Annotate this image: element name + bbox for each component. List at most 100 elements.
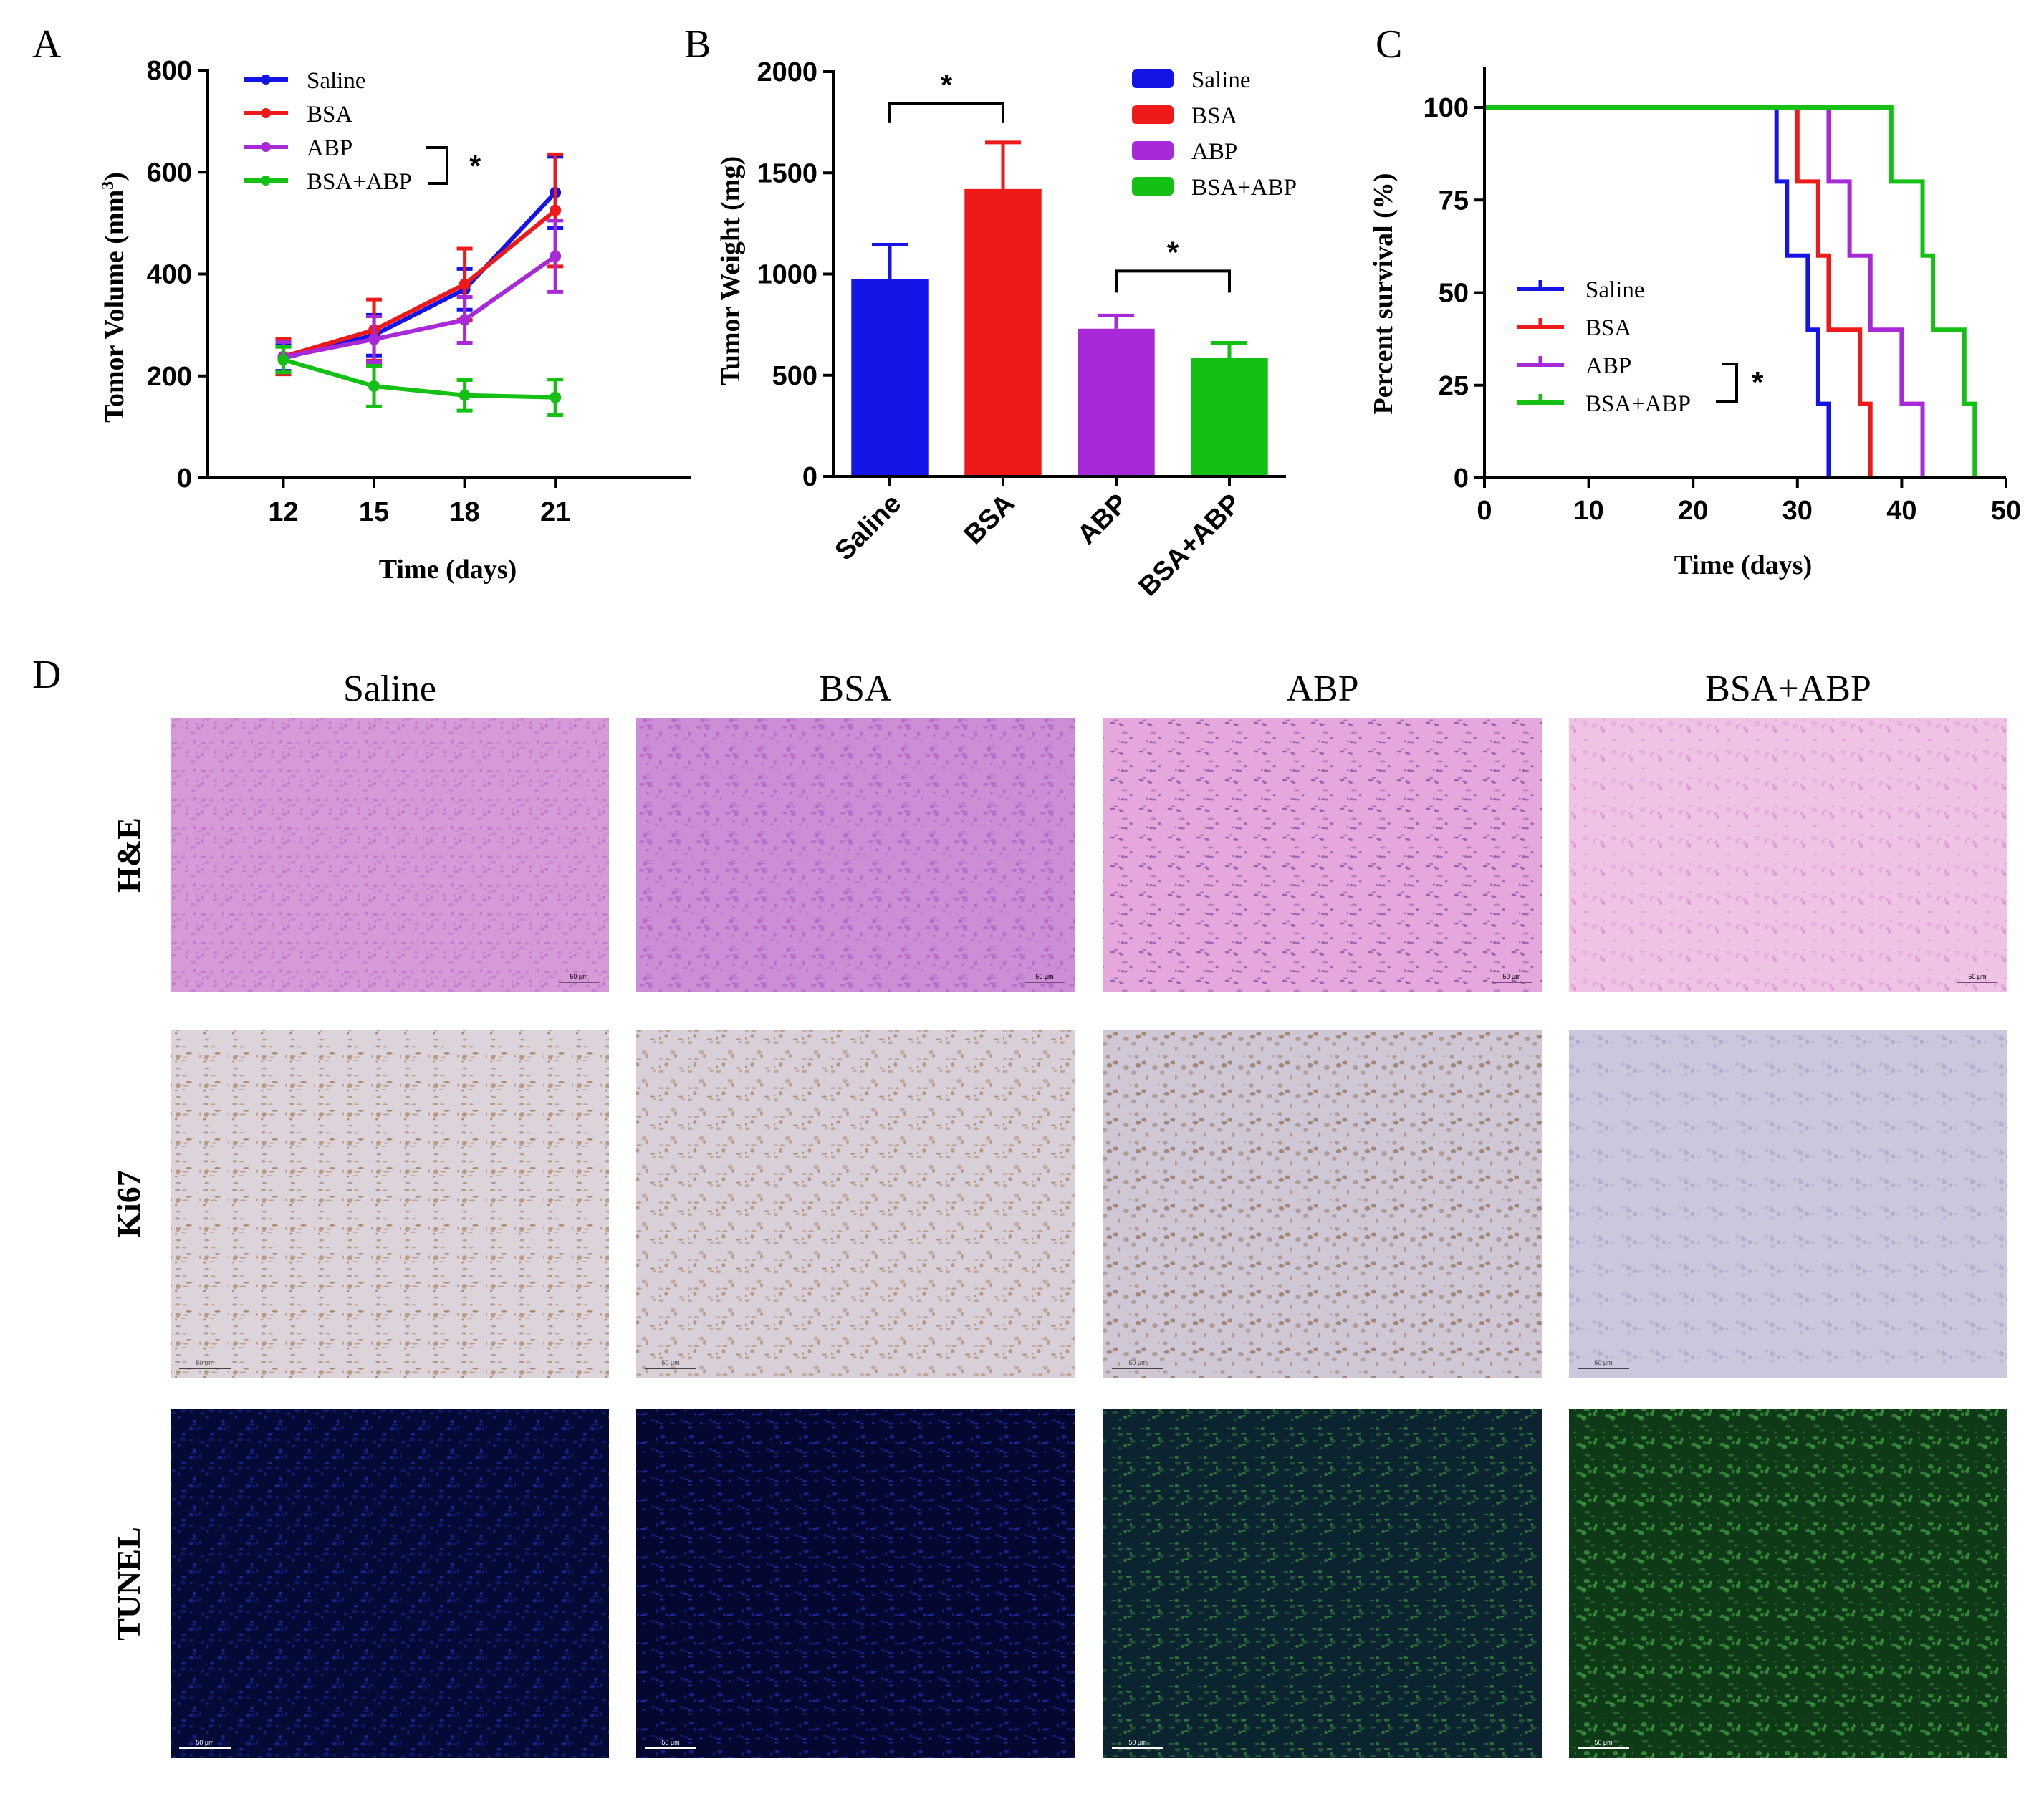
panel-d-image-tint: [636, 1030, 1075, 1378]
panel-a-plot: 0 200 400 600 800 12 15 18 21: [147, 56, 691, 527]
panel-b-legend-swatch-bsa: [1132, 105, 1174, 124]
panel-a-point-bsa: [550, 204, 562, 216]
panel-c-survival-curve-saline: [1484, 105, 1831, 478]
panel-c-legend-label-abp: ABP: [1585, 353, 1631, 379]
panel-d-image-tunel-bsa-plus-abp: 50 μm: [1569, 1409, 2007, 1758]
panel-d-image-texture: [636, 1030, 1075, 1378]
panel-d-image-texture: [1569, 1030, 2007, 1378]
panel-c-plot: 0 25 50 75 100 0 10 20 30 40 50: [1424, 67, 2021, 526]
panel-b-x-tick-label-abp: ABP: [1072, 489, 1133, 550]
panel-a-legend-label-abp: ABP: [307, 135, 352, 161]
panel-d-image-hande-bsa-plus-abp: 50 μm: [1569, 718, 2007, 992]
panel-d-image-texture: [1103, 1409, 1542, 1758]
panel-b-legend-label-bsa: BSA: [1191, 103, 1237, 129]
panel-d-image-texture: [1569, 718, 2007, 992]
panel-b-legend-label-bsa-plus-abp: BSA+ABP: [1191, 175, 1297, 201]
panel-c-y-tick-label: 100: [1424, 93, 1469, 123]
panel-d-scale-bar-label: 50 μm: [1594, 1359, 1612, 1366]
panel-c-label: C: [1376, 22, 1402, 67]
panel-d-image-tint: [1103, 1409, 1542, 1758]
panel-a-x-tick-label: 18: [449, 497, 479, 527]
panel-b-bar-saline: [851, 279, 929, 476]
panel-c-survival-curve-bsa-plus-abp: [1484, 105, 1977, 478]
panel-a-legend-marker-abp: [261, 142, 271, 152]
panel-d-image-tint: [636, 1409, 1075, 1758]
panel-d-image-tint: [171, 1409, 609, 1758]
panel-a-series-line-bsa-plus-abp: [282, 358, 556, 400]
panel-c-legend-label-saline: Saline: [1585, 277, 1644, 303]
panel-b-bar-bsa: [964, 188, 1042, 476]
panel-d-row-title-tunel: TUNEL: [110, 1527, 147, 1640]
panel-b: B Tumor Weight (mg) Saline BSA ABP BSA+ABP 0…: [684, 22, 1297, 603]
panel-b-y-tick-label: 1500: [757, 158, 817, 188]
panel-b-significance-bracket: [1115, 269, 1231, 293]
panel-a-legend-label-bsa: BSA: [307, 102, 352, 128]
panel-a-y-tick-label: 600: [147, 158, 192, 188]
panel-c-x-tick-label: 50: [1991, 496, 2021, 526]
panel-d-image-tunel-abp: 50 μm: [1103, 1409, 1542, 1758]
panel-d-row-title-hande: H&E: [110, 817, 147, 893]
panel-b-x-tick-label-saline: Saline: [830, 489, 908, 567]
panel-d-label: D: [32, 653, 61, 697]
panel-a-y-axis-title-sup: 3: [99, 181, 117, 190]
panel-a-y-tick-label: 0: [177, 464, 192, 494]
panel-a-point-bsa: [459, 278, 471, 290]
panel-d-image-tint: [1569, 1030, 2007, 1378]
panel-d-scale-bar-label: 50 μm: [1594, 1739, 1612, 1746]
panel-b-x-tick-label-bsa: BSA: [959, 489, 1020, 550]
panel-a-y-axis-title: Tomor Volume (mm3): [99, 172, 130, 423]
panel-d: D Saline BSA ABP BSA+ABP H&E Ki67 TUNEL 50 μm 50…: [32, 653, 2007, 1758]
panel-a-series-line-abp: [282, 254, 557, 360]
panel-a-series-line-saline: [282, 191, 557, 360]
panel-a-label: A: [32, 22, 62, 67]
panel-b-y-tick-label: 500: [772, 361, 817, 391]
panel-b-legend-swatch-saline: [1132, 69, 1174, 88]
panel-b-y-tick-label: 1000: [757, 260, 817, 290]
panel-a-point-abp: [550, 250, 562, 262]
panel-d-image-texture: [1569, 1409, 2007, 1758]
panel-c-y-tick-label: 0: [1454, 464, 1469, 494]
panel-d-image-ki67-abp: 50 μm: [1103, 1030, 1542, 1378]
panel-d-scale-bar-label: 50 μm: [1128, 1739, 1146, 1746]
panel-c-survival-curve-bsa: [1484, 105, 1873, 478]
panel-d-row-title-ki67: Ki67: [110, 1170, 147, 1238]
panel-a-legend-marker-bsa-plus-abp: [261, 176, 271, 186]
panel-d-column-title-bsa: BSA: [819, 668, 892, 709]
panel-b-y-tick-label: 0: [802, 462, 817, 492]
panel-c-x-tick-label: 0: [1477, 496, 1492, 526]
panel-d-scale-bar-label: 50 μm: [661, 1359, 679, 1366]
panel-d-image-tint: [1569, 718, 2007, 992]
panel-d-column-title-abp: ABP: [1286, 668, 1358, 709]
panel-c: C Time (days) Percent survival (%) 0 25 50…: [1368, 22, 2021, 580]
panel-a-series-line-bsa: [282, 208, 557, 359]
panel-d-image-ki67-bsa-plus-abp: 50 μm: [1569, 1030, 2007, 1378]
panel-b-legend: Saline BSA ABP BSA+ABP: [1132, 67, 1297, 201]
panel-d-image-tunel-bsa: 50 μm: [636, 1409, 1075, 1758]
panel-d-image-texture: [636, 718, 1075, 992]
panel-d-image-ki67-saline: 50 μm: [171, 1030, 609, 1378]
panel-a-legend-marker-bsa: [261, 108, 271, 118]
panel-c-x-tick-label: 10: [1573, 496, 1603, 526]
panel-a-point-bsa-plus-abp: [277, 353, 289, 365]
panel-d-image-texture: [171, 1030, 609, 1378]
panel-d-image-texture: [1103, 718, 1542, 992]
panel-a-x-axis-title: Time (days): [379, 555, 517, 585]
panel-a-legend-label-bsa-plus-abp: BSA+ABP: [307, 169, 412, 195]
panel-c-significance-bracket: [1716, 363, 1738, 403]
panel-c-survival-curve-abp: [1484, 105, 1925, 478]
panel-d-image-hande-saline: 50 μm: [171, 718, 609, 992]
panel-b-legend-label-abp: ABP: [1191, 139, 1237, 165]
panel-c-legend-label-bsa-plus-abp: BSA+ABP: [1585, 391, 1691, 417]
panel-b-label: B: [684, 22, 711, 67]
panel-b-y-axis-title: Tumor Weight (mg): [716, 156, 746, 385]
panel-c-significance-mark: *: [1752, 365, 1764, 399]
panel-d-image-hande-bsa: 50 μm: [636, 718, 1075, 992]
panel-b-y-tick-label: 2000: [757, 57, 817, 87]
panel-b-significance-mark: *: [1167, 235, 1179, 269]
panel-a-legend-label-saline: Saline: [307, 68, 365, 94]
panel-a-y-tick-label: 200: [147, 362, 192, 392]
panel-a-x-tick-label: 21: [540, 497, 570, 527]
panel-a-significance-mark: *: [469, 149, 481, 183]
panel-b-legend-swatch-bsa-plus-abp: [1132, 177, 1174, 196]
